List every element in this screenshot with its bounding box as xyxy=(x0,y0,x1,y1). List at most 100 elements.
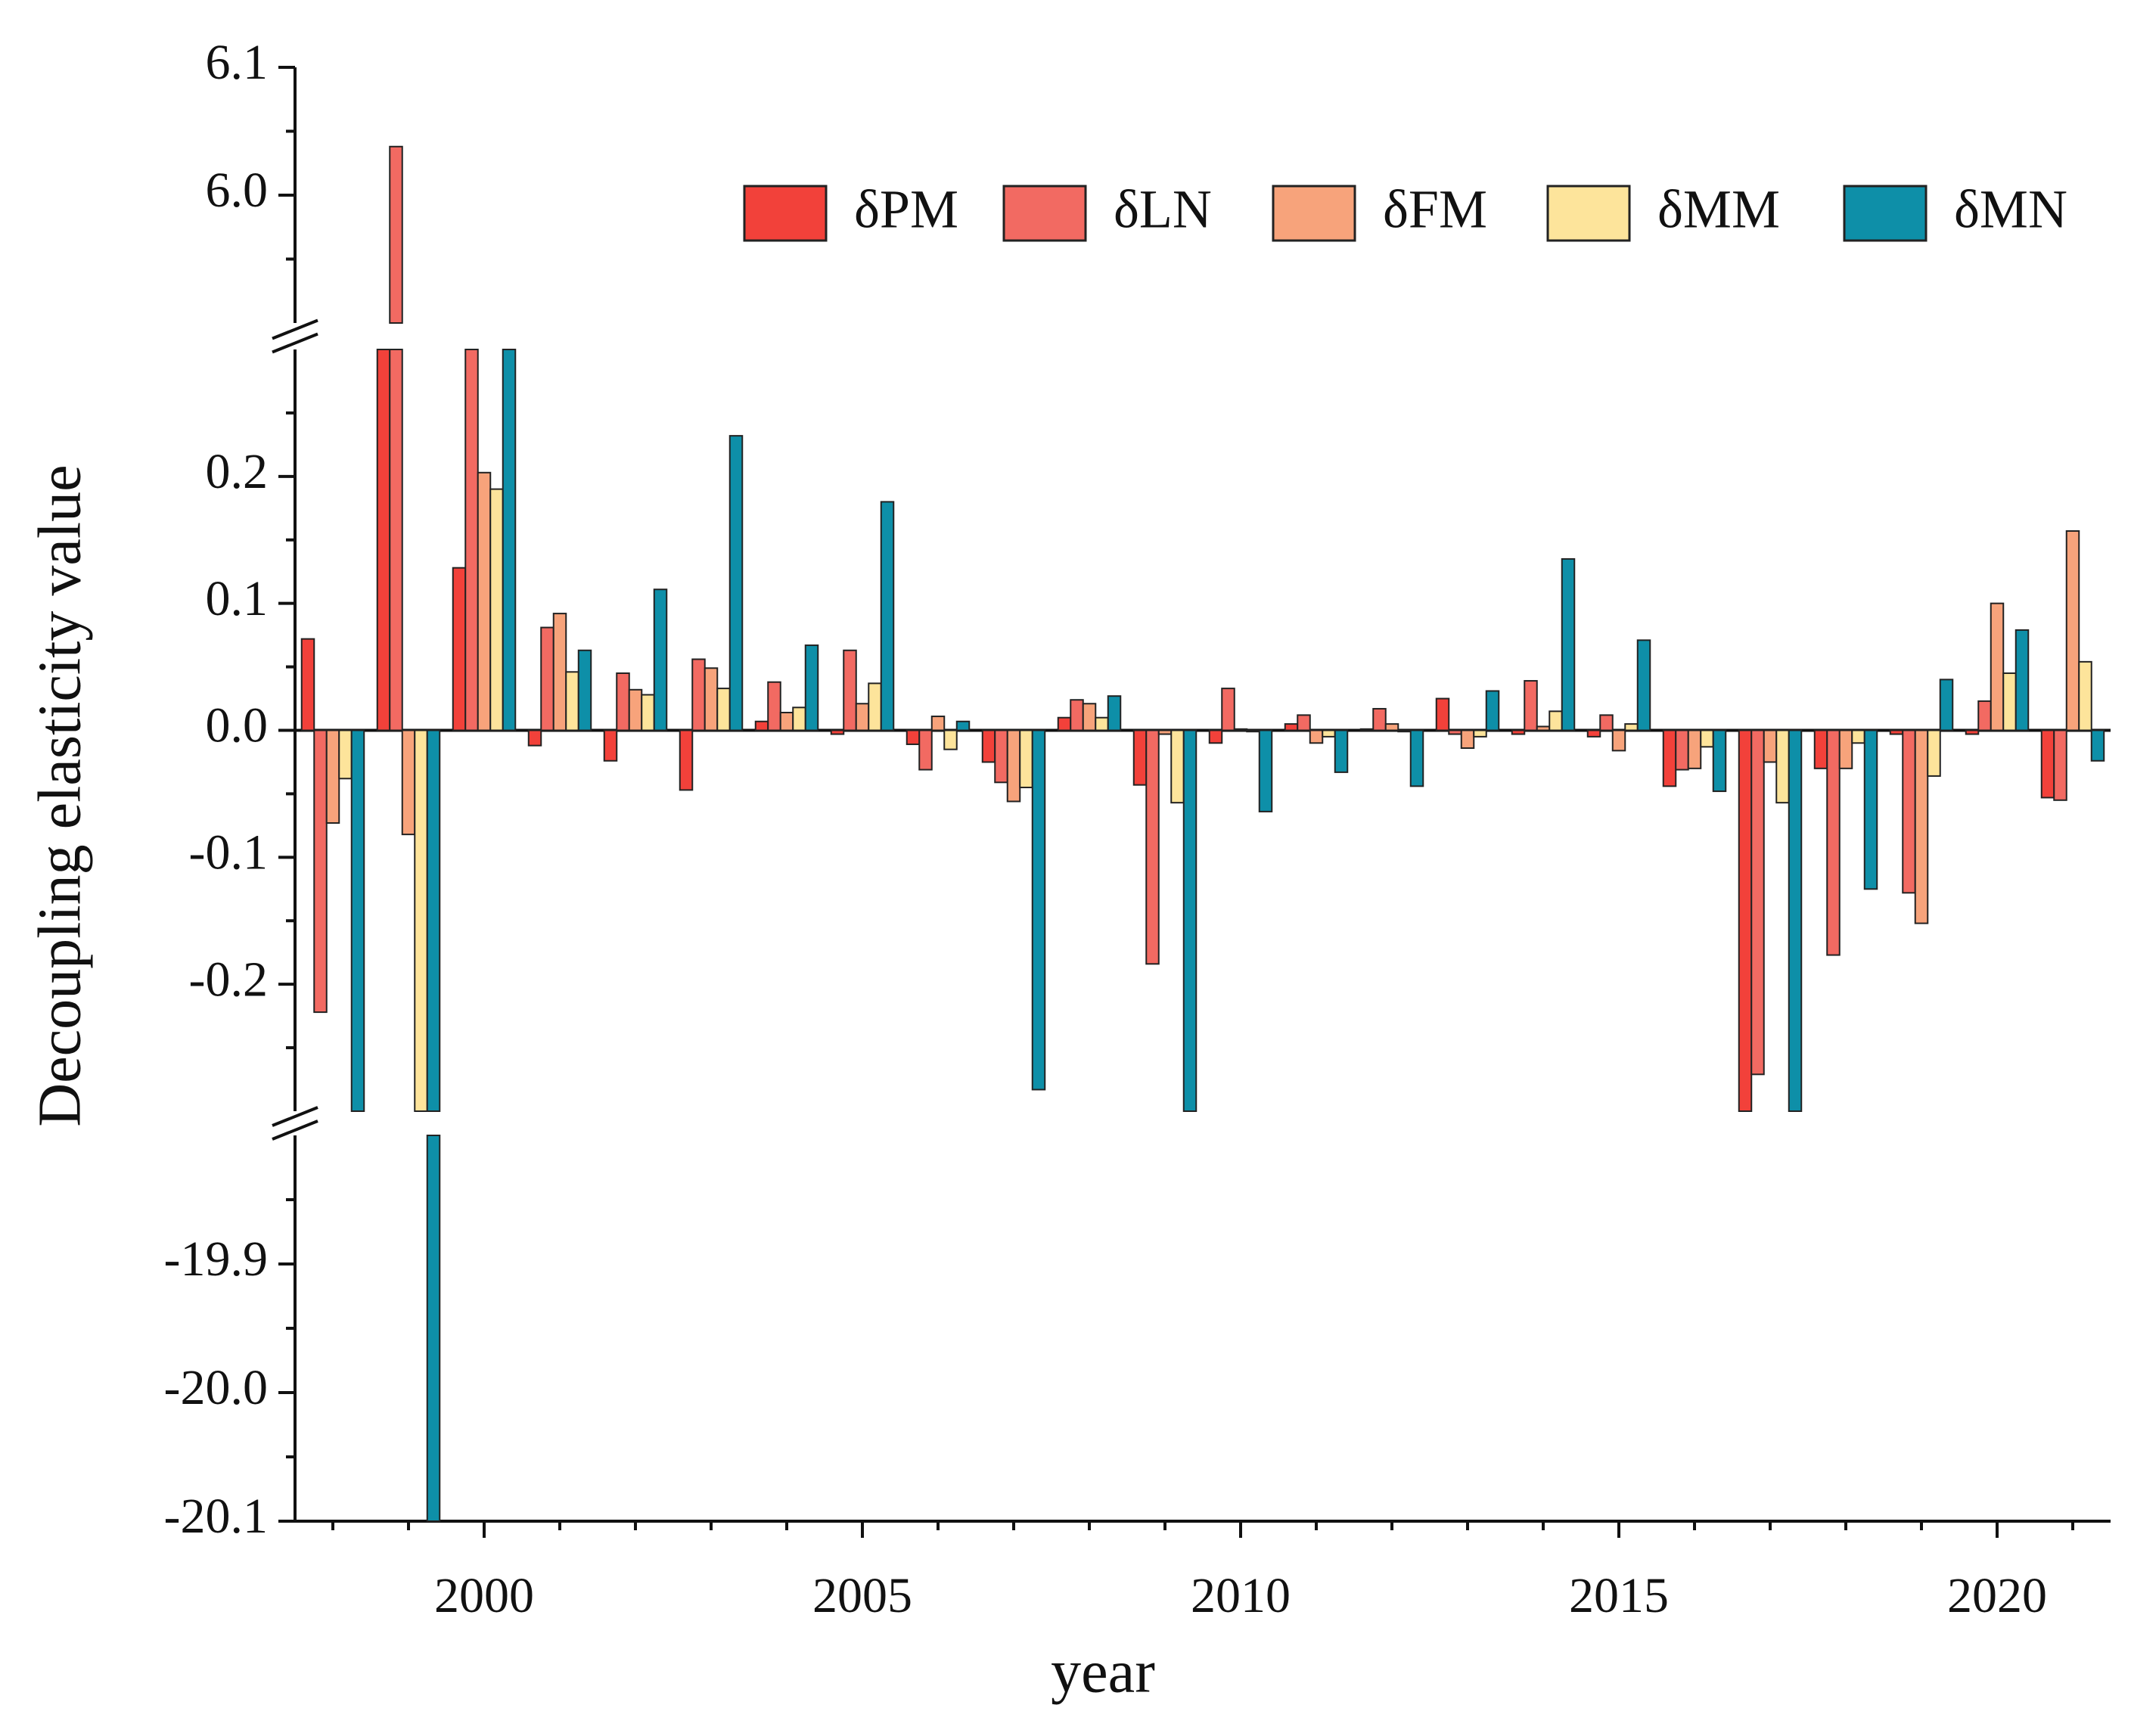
bar xyxy=(1927,729,1941,777)
bar xyxy=(1359,728,1375,731)
bar xyxy=(1095,716,1109,731)
legend-swatch xyxy=(743,185,828,242)
bar xyxy=(1914,729,1929,924)
legend-swatch xyxy=(1002,185,1087,242)
bar xyxy=(1738,729,1753,1112)
bar xyxy=(792,707,806,731)
axis-break xyxy=(272,1120,318,1141)
bar xyxy=(1309,729,1324,744)
bar xyxy=(868,682,882,731)
bar xyxy=(1524,680,1538,731)
bar xyxy=(716,688,731,731)
bar xyxy=(943,729,958,750)
bar xyxy=(414,729,428,1112)
bar xyxy=(1284,723,1299,731)
bar xyxy=(1813,729,1828,769)
axis-break xyxy=(272,332,318,354)
bar xyxy=(1182,729,1198,1112)
bar xyxy=(1258,729,1273,812)
bar xyxy=(1170,729,1185,804)
bar xyxy=(350,729,365,1112)
bar xyxy=(1939,679,1954,731)
bar xyxy=(628,688,643,731)
bar xyxy=(489,488,504,731)
bar xyxy=(804,644,819,731)
bar xyxy=(426,1135,441,1522)
y-tick-label: 0.2 xyxy=(206,444,269,499)
bar xyxy=(994,729,1008,784)
x-tick-label: 2015 xyxy=(1569,1568,1669,1623)
bar xyxy=(754,720,769,731)
y-tick-label: -20.0 xyxy=(164,1360,268,1415)
bar xyxy=(1549,710,1563,731)
bar xyxy=(2015,629,2030,731)
bar xyxy=(1031,729,1046,1091)
y-tick-label: 0.0 xyxy=(206,698,269,753)
x-axis-title: year xyxy=(1051,1638,1155,1705)
bar xyxy=(2002,672,2017,731)
bar xyxy=(1775,729,1790,804)
x-tick-label: 2000 xyxy=(434,1568,534,1623)
bar xyxy=(1409,729,1424,787)
bar xyxy=(1712,729,1727,793)
bar xyxy=(1297,714,1311,731)
bar xyxy=(1675,729,1689,771)
axis-break xyxy=(272,1106,318,1127)
legend-label: δMN xyxy=(1954,179,2067,240)
x-tick-label: 2005 xyxy=(812,1568,912,1623)
bar xyxy=(300,638,315,731)
bar xyxy=(1763,729,1778,763)
bar xyxy=(1435,697,1450,731)
legend-label: δMM xyxy=(1657,179,1780,240)
bar xyxy=(1246,729,1260,733)
bar xyxy=(464,349,479,731)
bar xyxy=(1221,688,1235,731)
legend-label: δFM xyxy=(1383,179,1487,240)
bar xyxy=(1662,729,1677,787)
bar xyxy=(1460,729,1475,749)
bar xyxy=(577,649,592,731)
bar xyxy=(426,729,441,1112)
bar xyxy=(376,349,391,731)
axis-break xyxy=(272,318,318,340)
legend-swatch xyxy=(1272,185,1356,242)
bar xyxy=(2065,530,2080,731)
bar xyxy=(389,349,403,731)
bar xyxy=(1851,729,1865,744)
y-tick-label: -0.1 xyxy=(189,825,268,880)
bar xyxy=(1687,729,1702,769)
legend-swatch xyxy=(1843,185,1928,242)
bar xyxy=(1599,714,1614,731)
y-tick-label: 6.1 xyxy=(206,35,269,90)
bar xyxy=(1485,690,1500,731)
bar xyxy=(1788,729,1803,1112)
bar xyxy=(955,720,971,731)
bar xyxy=(843,649,857,731)
bar xyxy=(527,729,542,747)
legend-swatch xyxy=(1546,185,1631,242)
bar xyxy=(1561,557,1576,731)
bar xyxy=(325,729,340,825)
bar xyxy=(1384,723,1399,731)
bar xyxy=(338,729,353,780)
bar xyxy=(1536,725,1551,731)
bar xyxy=(603,729,618,762)
bar xyxy=(981,729,996,763)
bar xyxy=(2078,660,2092,731)
bar xyxy=(906,729,921,745)
y-tick-label: -19.9 xyxy=(164,1231,268,1287)
bar xyxy=(1233,728,1248,731)
bar xyxy=(1397,729,1412,733)
bar xyxy=(1448,729,1462,735)
bar xyxy=(540,626,554,731)
bar xyxy=(1057,716,1072,731)
bar xyxy=(1863,729,1878,890)
bar xyxy=(502,349,517,731)
y-tick-label: 6.0 xyxy=(206,163,269,218)
bar xyxy=(2053,729,2067,801)
bar xyxy=(1750,729,1765,1076)
bar xyxy=(1826,729,1841,956)
bar xyxy=(1700,729,1714,748)
bar xyxy=(1145,729,1160,965)
